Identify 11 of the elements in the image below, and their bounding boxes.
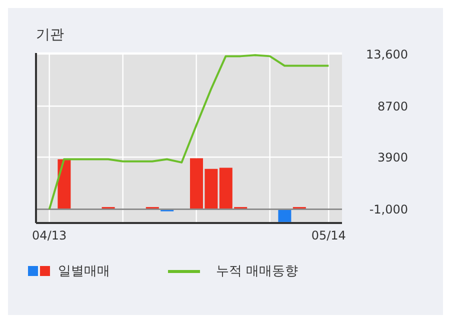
legend-label: 일별매매 xyxy=(58,263,110,280)
x-tick-label: 05/14 xyxy=(311,228,346,243)
y-tick-label: 8700 xyxy=(377,99,408,114)
y-tick-label: 13,600 xyxy=(366,47,408,62)
x-tick-label: 04/13 xyxy=(32,228,67,243)
legend-label: 누적 매매동향 xyxy=(216,263,298,280)
y-tick-label: 3900 xyxy=(377,150,408,164)
chart-title: 기관 xyxy=(36,26,64,44)
line-series xyxy=(48,54,330,210)
bar xyxy=(278,209,292,222)
y-tick-label: -1,000 xyxy=(369,202,408,216)
